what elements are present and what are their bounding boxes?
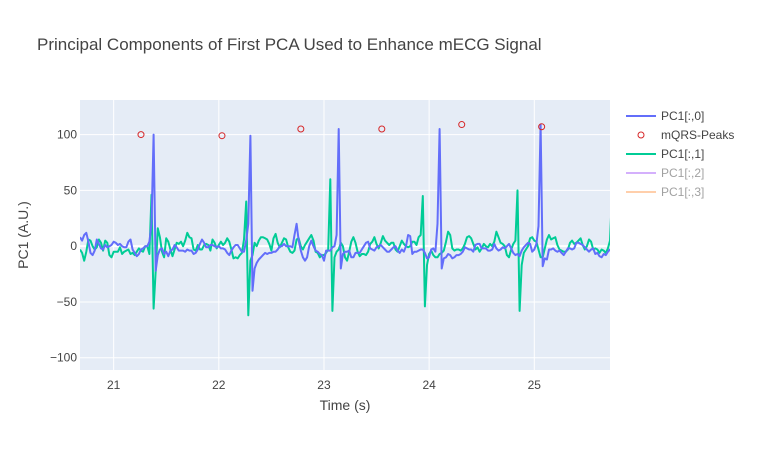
x-tick-label: 22 bbox=[212, 378, 226, 392]
y-tick-label: 0 bbox=[70, 239, 77, 253]
x-axis-title: Time (s) bbox=[320, 397, 371, 413]
series-line-0[interactable] bbox=[80, 123, 717, 292]
legend-label: mQRS-Peaks bbox=[661, 128, 734, 142]
mqrs-peak-marker[interactable] bbox=[538, 123, 546, 131]
y-tick-label: −100 bbox=[50, 351, 77, 365]
mqrs-peak-marker[interactable] bbox=[458, 121, 466, 129]
tick-labels: 21 22 23 24 25 −100 −50 0 50 100 bbox=[50, 128, 541, 392]
x-tick-label: 21 bbox=[107, 378, 121, 392]
legend-label: PC1[:,1] bbox=[661, 147, 704, 161]
mqrs-peak-marker[interactable] bbox=[137, 131, 145, 139]
x-tick-label: 25 bbox=[528, 378, 542, 392]
legend-item[interactable]: PC1[:,3] bbox=[626, 185, 704, 199]
x-tick-label: 24 bbox=[422, 378, 436, 392]
legend-item[interactable]: PC1[:,2] bbox=[626, 166, 704, 180]
y-tick-label: 50 bbox=[64, 183, 78, 197]
legend: PC1[:,0] mQRS-Peaks PC1[:,1] PC1[:,2] PC1[:,… bbox=[626, 109, 734, 199]
mqrs-peak-marker[interactable] bbox=[378, 125, 386, 133]
series-layer bbox=[80, 121, 717, 317]
series-line-2[interactable] bbox=[80, 178, 694, 317]
legend-label: PC1[:,0] bbox=[661, 109, 704, 123]
mqrs-peak-marker[interactable] bbox=[218, 132, 226, 140]
legend-swatch-marker bbox=[637, 131, 645, 139]
grid bbox=[80, 100, 610, 370]
x-tick-label: 23 bbox=[317, 378, 331, 392]
y-axis-title: PC1 (A.U.) bbox=[15, 201, 31, 269]
mqrs-peak-marker[interactable] bbox=[297, 125, 305, 133]
plot-area[interactable] bbox=[80, 100, 610, 370]
chart-title: Principal Components of First PCA Used t… bbox=[37, 35, 542, 54]
legend-item[interactable]: mQRS-Peaks bbox=[637, 128, 734, 142]
legend-item[interactable]: PC1[:,0] bbox=[626, 109, 704, 123]
y-tick-label: −50 bbox=[57, 295, 78, 309]
y-tick-label: 100 bbox=[57, 128, 77, 142]
legend-item[interactable]: PC1[:,1] bbox=[626, 147, 704, 161]
legend-label: PC1[:,2] bbox=[661, 166, 704, 180]
legend-label: PC1[:,3] bbox=[661, 185, 704, 199]
